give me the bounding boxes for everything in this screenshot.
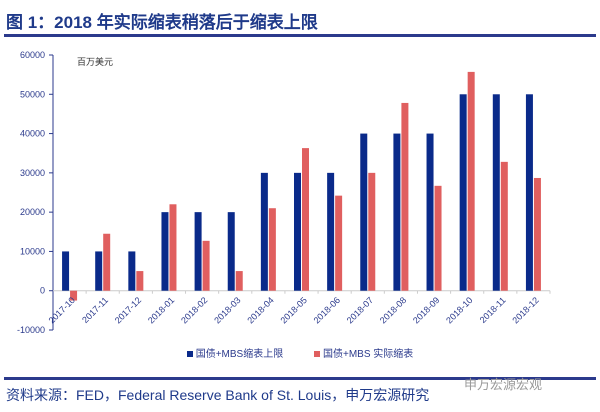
x-tick-label: 2018-11 — [478, 295, 508, 325]
bar-actual — [136, 271, 144, 291]
bar-actual — [169, 204, 177, 291]
bar-actual — [401, 102, 409, 291]
bar-actual — [302, 148, 309, 291]
legend-label: 国债+MBS 实际缩表 — [323, 349, 414, 360]
watermark: 申万宏源宏观 — [464, 377, 543, 392]
y-tick-label: 60000 — [20, 50, 45, 60]
legend-swatch — [186, 351, 193, 358]
x-tick-label: 2018-07 — [345, 295, 375, 325]
bar-chart: -10000 0 10000 20000 30000 40000 50000 60000 百万美… — [17, 50, 551, 335]
bar-upper-limit — [227, 212, 235, 291]
x-tick-label: 2018-10 — [444, 295, 474, 325]
bar-upper-limit — [492, 94, 500, 291]
x-tick-label: 2018-06 — [312, 295, 342, 325]
bar-upper-limit — [95, 251, 103, 291]
x-tick-label: 2017-12 — [113, 295, 143, 325]
x-tick-label: 2018-08 — [378, 295, 408, 325]
bar-upper-limit — [327, 172, 335, 291]
legend-item-actual: 国债+MBS 实际缩表 — [314, 345, 413, 360]
bar-actual — [235, 271, 243, 291]
y-tick-label: 30000 — [20, 168, 45, 178]
bar-actual — [533, 177, 541, 291]
x-tick-label: 2018-01 — [146, 295, 176, 325]
bar-upper-limit — [194, 212, 202, 291]
y-unit-label: 百万美元 — [77, 56, 113, 67]
legend-label: 国债+MBS缩表上限 — [195, 349, 284, 360]
y-tick-label: -10000 — [17, 325, 45, 335]
bar-upper-limit — [393, 133, 401, 291]
x-tick-label: 2018-12 — [510, 295, 540, 325]
bar-actual — [103, 233, 111, 291]
x-tick-label: 2017-11 — [80, 295, 110, 325]
bar-actual — [368, 172, 376, 291]
bar-upper-limit — [161, 212, 169, 291]
bar-actual — [500, 161, 508, 291]
x-tick-label: 2017-10 — [47, 295, 77, 325]
x-tick-label: 2018-09 — [411, 295, 441, 325]
bar-upper-limit — [260, 172, 268, 291]
bar-actual — [268, 208, 276, 291]
bar-upper-limit — [426, 133, 434, 291]
chart-title: 图 1：2018 年实际缩表稍落后于缩表上限 — [6, 13, 318, 32]
bar-upper-limit — [62, 251, 70, 291]
bar-upper-limit — [128, 251, 136, 291]
y-tick-label: 10000 — [20, 246, 45, 256]
legend: 国债+MBS缩表上限 国债+MBS 实际缩表 — [0, 345, 600, 360]
x-tick-label: 2018-02 — [179, 295, 209, 325]
y-tick-label: 40000 — [20, 129, 45, 139]
bar-actual — [202, 240, 210, 291]
bar-upper-limit — [525, 94, 533, 291]
legend-item-upper-limit: 国债+MBS缩表上限 — [186, 345, 284, 360]
y-tick-label: 20000 — [20, 207, 45, 217]
x-tick-label: 2018-04 — [245, 295, 275, 325]
footer-divider — [4, 377, 596, 380]
bar-upper-limit — [294, 172, 301, 291]
y-tick-label: 50000 — [20, 89, 45, 99]
y-tick-label: 0 — [40, 286, 45, 296]
x-tick-label: 2018-05 — [278, 295, 308, 325]
bar-upper-limit — [459, 94, 467, 291]
legend-swatch — [314, 351, 320, 358]
bar-actual — [335, 195, 343, 291]
x-tick-label: 2018-03 — [212, 295, 242, 325]
source-note: 资料来源：FED，Federal Reserve Bank of St. Lou… — [6, 387, 430, 403]
bar-actual — [70, 290, 78, 301]
bar-actual — [434, 185, 442, 291]
title-divider — [4, 34, 596, 37]
bar-actual — [467, 71, 475, 291]
bar-upper-limit — [360, 133, 368, 291]
